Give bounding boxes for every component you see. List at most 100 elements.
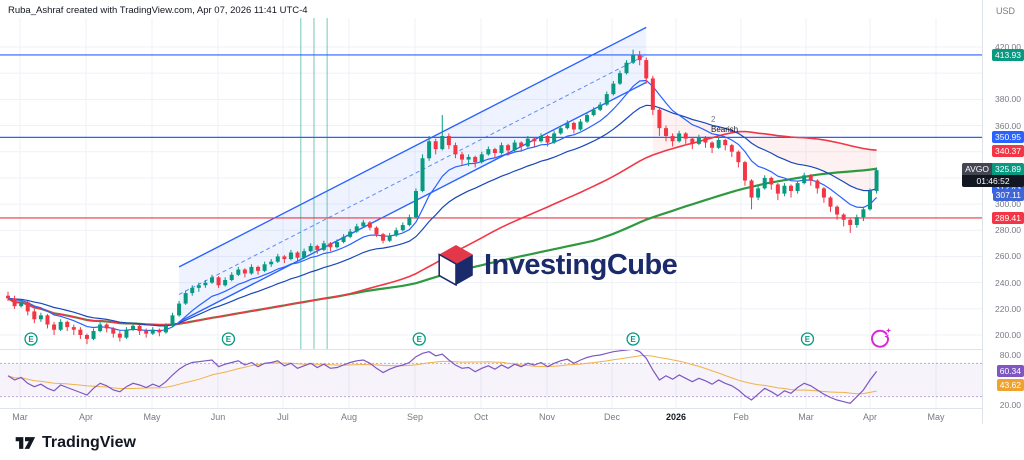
candle-body [729, 145, 734, 152]
candle-body [558, 128, 563, 134]
time-axis-label: Oct [473, 412, 489, 422]
price-level-badge: 289.41 [992, 211, 1024, 224]
time-axis-label: Dec [603, 412, 621, 422]
earnings-marker[interactable] [24, 332, 38, 346]
candle-body [308, 245, 313, 252]
candle-body [137, 325, 142, 332]
candle-body [604, 94, 609, 105]
candle-body [367, 222, 372, 228]
candle-body [157, 329, 162, 333]
candle-body [196, 285, 201, 288]
rsi-line [7, 350, 878, 404]
candle-body [78, 329, 83, 335]
price-axis-label: 380.00 [995, 94, 1021, 105]
candle-body [288, 252, 293, 260]
tradingview-logo-icon [15, 437, 36, 449]
rsi-value-badge: 43.62 [996, 379, 1024, 392]
pane-divider[interactable] [0, 349, 1024, 350]
candle-body [466, 156, 471, 160]
candle-body [269, 261, 274, 265]
candle-body [815, 180, 820, 189]
candle-body [808, 175, 813, 181]
candle-body [420, 158, 425, 191]
candle-body [433, 141, 438, 150]
earnings-marker[interactable] [800, 332, 815, 346]
time-axis-label: Aug [340, 412, 358, 422]
candle-body [71, 327, 76, 330]
rsi-value-badge: 60.34 [996, 365, 1024, 378]
candle-body [400, 225, 405, 231]
last-price: 325.89 [992, 163, 1024, 175]
candle-body [38, 315, 43, 320]
candle-body [84, 334, 89, 339]
candle-body [328, 243, 333, 248]
price-axis-label: 200.00 [995, 329, 1021, 340]
tradingview-logo[interactable]: TradingView [14, 433, 136, 453]
price-axis-label: 420.00 [995, 42, 1021, 52]
rsi-ma-line [7, 354, 877, 395]
price-level-badge: 307.11 [992, 188, 1024, 201]
candle-body [762, 177, 767, 189]
price-axis[interactable]: AVGO 325.89 01:46:52 420.00 380.00 360.00 30… [962, 0, 1024, 424]
price-axis-label: 240.00 [995, 277, 1021, 288]
rsi-axis-label: 20.00 [999, 399, 1021, 410]
candle-body [631, 54, 636, 63]
candle-body [821, 188, 826, 198]
candle-body [374, 227, 379, 235]
candle-body [163, 325, 168, 333]
earnings-marker-label: E [630, 335, 636, 344]
time-axis-label: Sep [406, 412, 424, 422]
candle-body [716, 139, 721, 148]
price-level-badge: 413.93 [992, 48, 1024, 61]
earnings-marker[interactable] [221, 332, 236, 346]
candle-body [58, 321, 63, 330]
candle-body [585, 115, 590, 122]
candle-body [249, 266, 254, 274]
candle-body [124, 329, 129, 338]
candle-body [710, 142, 715, 148]
rsi-axis-label: 80.00 [999, 350, 1021, 360]
candle-body [677, 133, 682, 142]
candle-body [571, 122, 576, 130]
bearish-annotation[interactable]: 2 Bearish [711, 115, 738, 135]
current-price-badge: AVGO 325.89 01:46:52 [962, 163, 1024, 187]
rsi-indicator-pane[interactable] [0, 350, 982, 408]
candle-body [104, 324, 109, 329]
candle-body [775, 184, 780, 194]
channel-mid-line [178, 54, 647, 295]
candle-body [756, 188, 761, 198]
candle-body [45, 315, 50, 325]
candle-body [769, 177, 774, 185]
candle-body [670, 136, 675, 142]
time-axis-label: 2026 [665, 412, 687, 422]
earnings-marker-label: E [805, 335, 811, 344]
candle-body [446, 136, 451, 146]
price-axis-label: 220.00 [995, 303, 1021, 314]
candle-body [413, 190, 418, 218]
candle-body [65, 321, 70, 328]
time-axis[interactable]: Mar Apr May Jun Jul Aug Sep Oct Nov Dec 2026 Feb Mar… [0, 408, 982, 426]
time-axis-label: May [143, 412, 161, 422]
candle-body [617, 73, 622, 84]
candle-body [98, 324, 103, 332]
candle-body [407, 217, 412, 226]
candle-body [242, 269, 247, 274]
candle-body [874, 170, 879, 191]
candle-body [637, 54, 642, 61]
earnings-marker[interactable] [626, 332, 640, 346]
candle-body [749, 180, 754, 198]
candle-body [394, 230, 399, 236]
candle-body [473, 156, 478, 163]
candle-body [703, 137, 708, 143]
earnings-marker[interactable] [412, 332, 426, 346]
cycles-tool-icon[interactable] [867, 325, 893, 351]
time-axis-label: Nov [538, 412, 556, 422]
candle-body [177, 303, 182, 316]
time-axis-label: Mar [798, 412, 814, 422]
time-axis-label: Jun [210, 412, 226, 422]
candle-body [190, 287, 195, 294]
candle-body [841, 214, 846, 220]
candle-body [117, 333, 122, 338]
